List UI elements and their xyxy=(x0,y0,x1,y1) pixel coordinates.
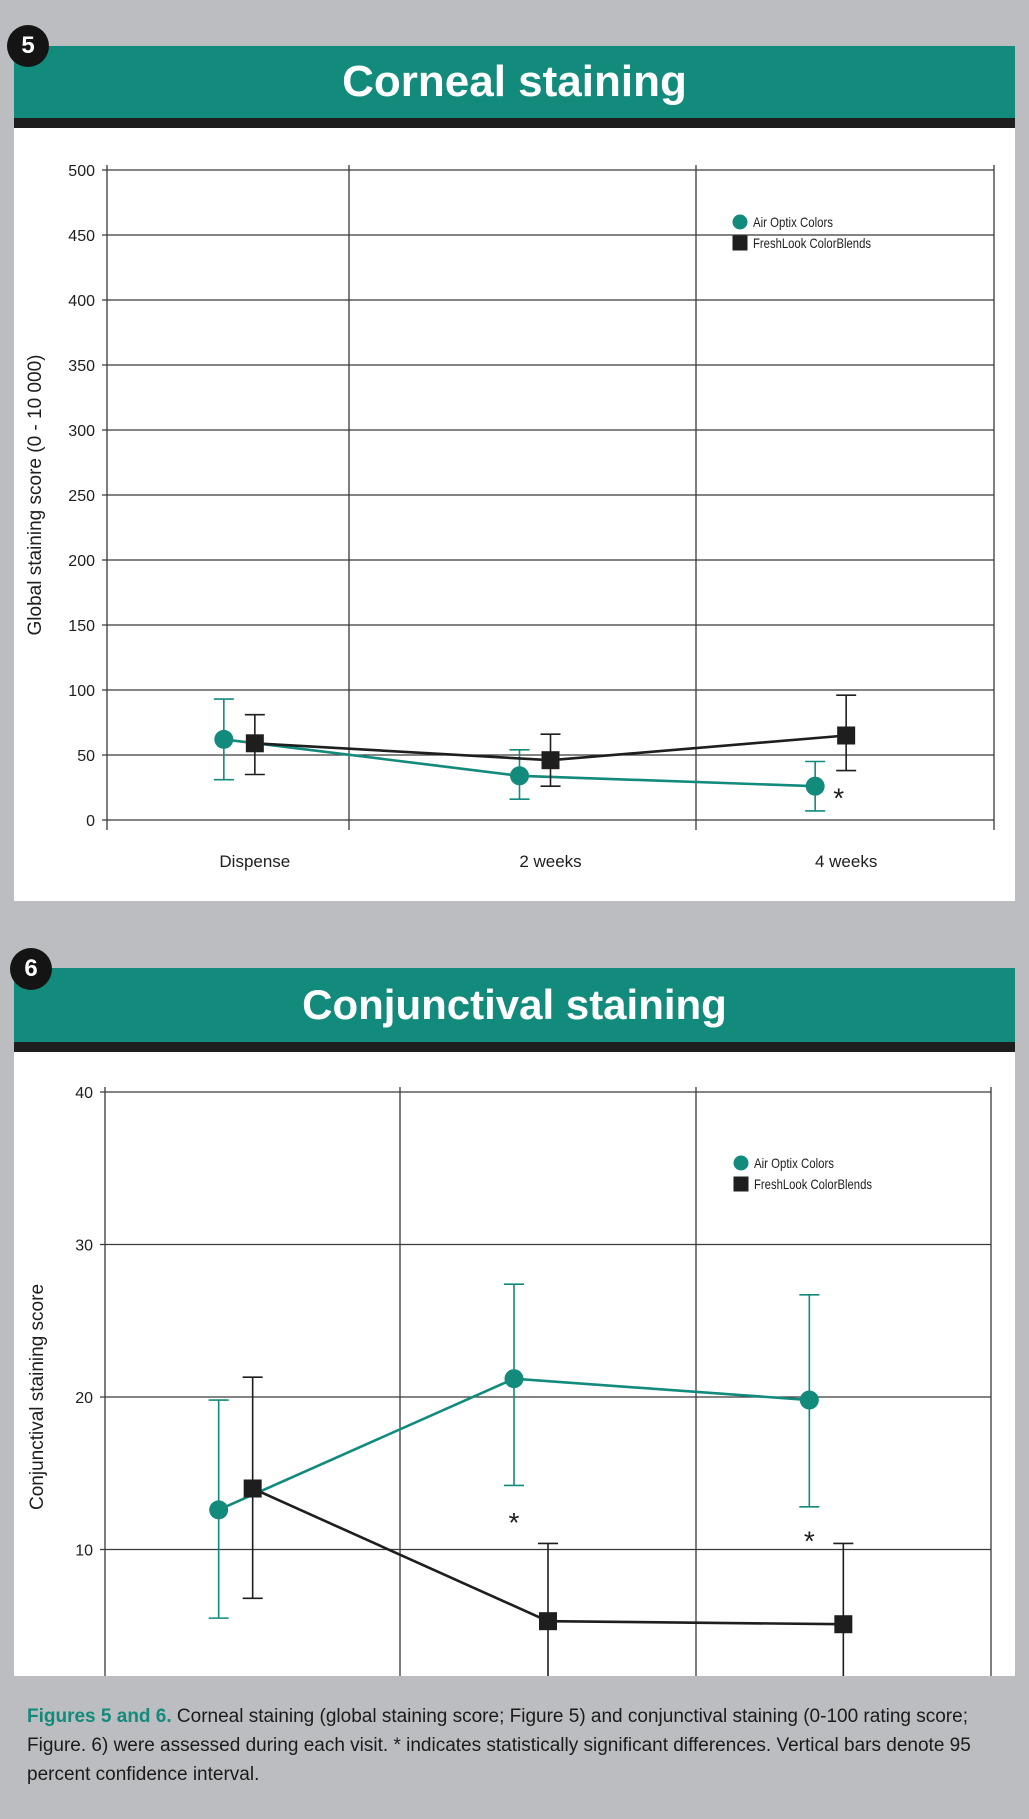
corneal-data-point xyxy=(245,734,264,753)
corneal-data-point xyxy=(805,776,825,796)
corneal-x-tick-label: 2 weeks xyxy=(519,852,581,871)
conjunctival-legend-label: Air Optix Colors xyxy=(754,1155,834,1171)
caption-text: Corneal staining (global staining score;… xyxy=(27,1706,971,1785)
conjunctival-legend-circle-marker xyxy=(733,1155,749,1171)
conjunctival-data-point xyxy=(504,1369,524,1389)
figure-6-number-badge: 6 xyxy=(10,948,52,990)
figure-5-number-badge: 5 xyxy=(7,25,49,67)
conjunctival-y-tick-label: 20 xyxy=(75,1390,93,1407)
corneal-legend-label: FreshLook ColorBlends xyxy=(753,235,871,251)
corneal-y-tick-label: 400 xyxy=(68,293,95,310)
conjunctival-data-point xyxy=(539,1612,557,1631)
conjunctival-data-point xyxy=(799,1390,819,1410)
figure-5-title: Corneal staining xyxy=(14,46,1015,128)
corneal-data-point xyxy=(837,726,856,745)
corneal-y-tick-label: 250 xyxy=(68,488,95,505)
corneal-y-axis-label: Global staining score (0 - 10 000) xyxy=(25,355,46,636)
conjunctival-data-point xyxy=(243,1479,262,1498)
corneal-staining-chart: 0 50 100 150 200 250 300 350 400 450 500 Dispense 2 … xyxy=(25,163,995,871)
conjunctival-data-point xyxy=(834,1615,853,1634)
corneal-series-freshlook xyxy=(244,694,857,788)
corneal-significance-marker: * xyxy=(833,782,844,813)
corneal-y-tick-label: 0 xyxy=(86,813,95,830)
conjunctival-y-axis-label: Conjunctival staining score xyxy=(27,1284,48,1510)
conjunctival-y-tick-label: 30 xyxy=(75,1238,93,1255)
corneal-y-tick-label: 500 xyxy=(68,163,95,180)
corneal-legend-label: Air Optix Colors xyxy=(753,214,833,230)
conjunctival-y-tick-label: 40 xyxy=(75,1085,93,1102)
conjunctival-significance-marker: * xyxy=(804,1525,815,1556)
conjunctival-significance-marker: * xyxy=(509,1507,520,1538)
corneal-y-tick-label: 100 xyxy=(68,683,95,700)
conjunctival-legend-label: FreshLook ColorBlends xyxy=(754,1176,872,1192)
corneal-series-air-optix xyxy=(213,698,826,812)
corneal-y-tick-label: 450 xyxy=(68,228,95,245)
corneal-data-point xyxy=(541,751,560,770)
figure-6-panel: Conjunctival staining 010203040Dispense2… xyxy=(14,968,1015,1676)
corneal-y-tick-label: 150 xyxy=(68,618,95,635)
corneal-x-tick-label: Dispense xyxy=(219,852,290,871)
corneal-y-tick-label: 50 xyxy=(77,748,95,765)
figure-caption: Figures 5 and 6. Corneal staining (globa… xyxy=(27,1702,1007,1789)
corneal-y-tick-label: 350 xyxy=(68,358,95,375)
corneal-legend-circle-marker xyxy=(732,214,748,230)
corneal-legend-square-marker xyxy=(732,235,748,251)
conjunctival-y-tick-label: 10 xyxy=(75,1543,93,1560)
corneal-data-point xyxy=(214,729,234,749)
figure-6-title: Conjunctival staining xyxy=(14,968,1015,1052)
conjunctival-series-air-optix xyxy=(208,1283,820,1619)
corneal-data-point xyxy=(510,766,529,786)
caption-lead: Figures 5 and 6. xyxy=(27,1706,172,1727)
corneal-y-tick-label: 200 xyxy=(68,553,95,570)
corneal-y-tick-label: 300 xyxy=(68,423,95,440)
conjunctival-legend-square-marker xyxy=(733,1176,749,1192)
corneal-x-tick-label: 4 weeks xyxy=(815,852,877,871)
figure-5-panel: Corneal staining 0 50 100 150 200 250 300 350 40… xyxy=(14,46,1015,901)
conjunctival-series-freshlook xyxy=(242,1376,854,1676)
conjunctival-data-point xyxy=(209,1500,229,1520)
